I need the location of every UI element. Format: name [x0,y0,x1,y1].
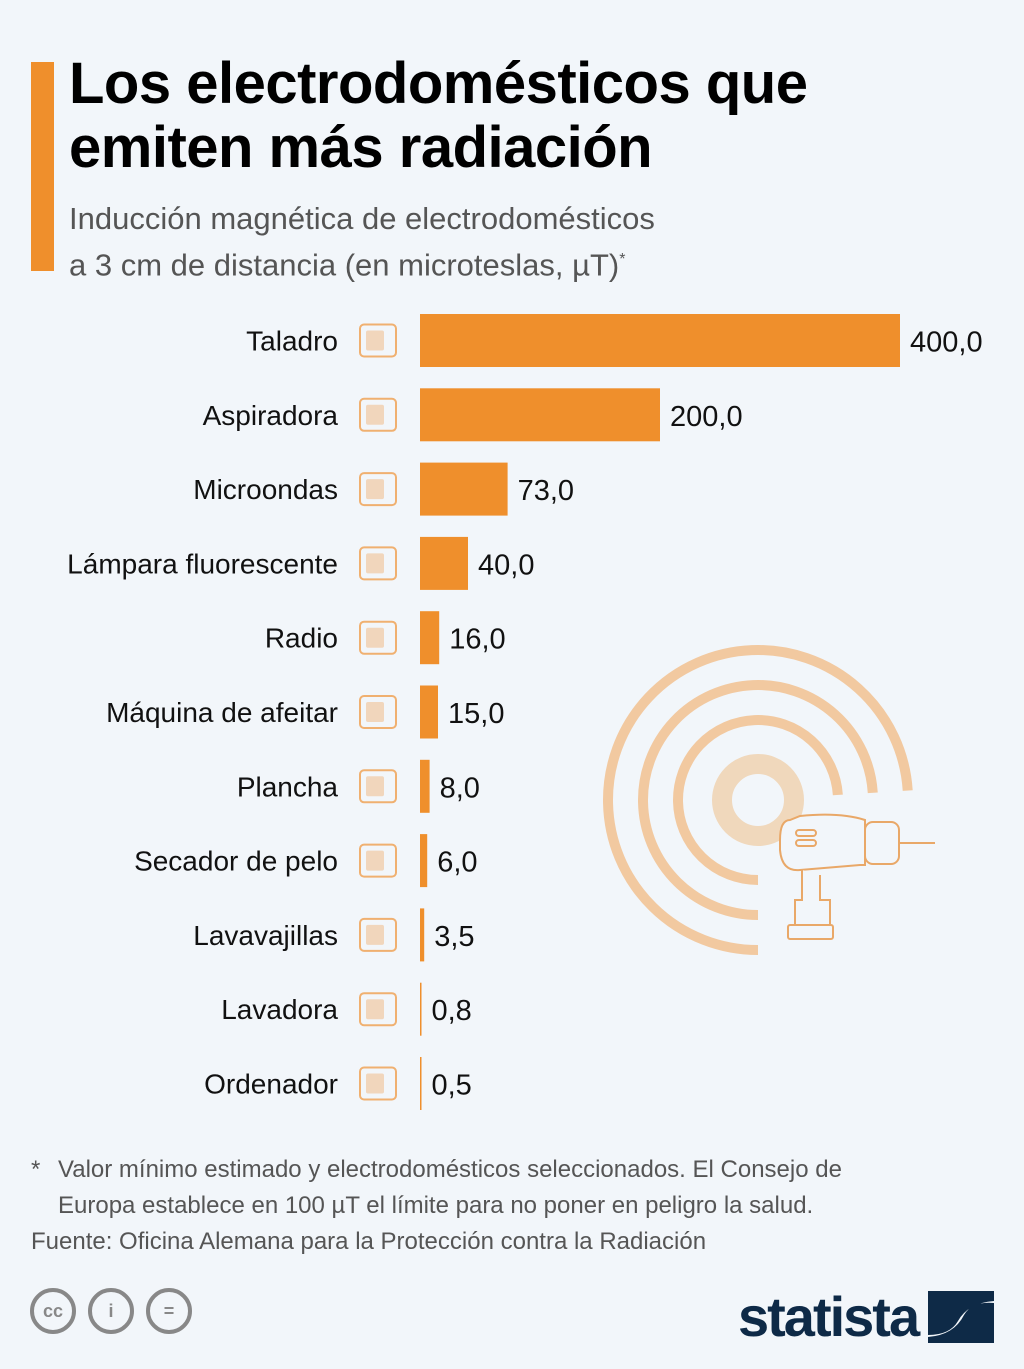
bar [420,685,438,739]
large-drill-icon [779,813,935,940]
radiation-wave-arc [603,645,913,955]
bar [420,1057,422,1110]
bar [420,759,430,813]
value-label: 400,0 [910,327,983,359]
radio-icon [359,620,397,655]
bar [420,908,425,962]
radiation-center-ring [712,754,804,846]
category-label: Taladro [246,326,338,357]
category-label: Microondas [193,474,338,505]
value-label: 8,0 [440,772,480,804]
statista-logo[interactable]: statista [738,1284,995,1349]
footnote-line-2: Europa establece en 100 µT el límite par… [58,1192,814,1219]
bar [420,982,422,1036]
microwave-icon [359,472,397,507]
shaver-icon [359,695,397,729]
radiation-wave-arc [673,715,843,885]
source-note: Fuente: Oficina Alemana para la Protecci… [31,1228,707,1255]
no-derivatives-icon[interactable]: = [146,1288,192,1334]
bar [420,314,900,367]
chart-title: Los electrodomésticos que emiten más rad… [69,51,808,180]
subtitle-line-1: Inducción magnética de electrodomésticos [69,201,655,236]
footnote-line-1: Valor mínimo estimado y electrodoméstico… [58,1156,842,1183]
category-label: Máquina de afeitar [106,697,338,728]
radiation-drill-illustration [603,645,935,955]
laptop-icon [359,1066,397,1101]
value-label: 40,0 [478,549,534,581]
category-label: Ordenador [204,1069,338,1100]
creative-commons-icon[interactable]: cc [30,1288,76,1334]
value-label: 3,5 [434,921,474,953]
category-label: Plancha [237,771,339,802]
value-label: 0,8 [432,995,472,1027]
category-label: Lámpara fluorescente [67,548,338,579]
bar [420,536,468,590]
fluorescent-lamp-icon [359,546,397,581]
value-label: 200,0 [670,401,743,433]
footnote-asterisk: * [31,1156,41,1183]
iron-icon [359,769,397,804]
bar [420,462,508,516]
bar [420,611,440,665]
drill-icon [359,323,397,358]
value-label: 0,5 [432,1070,472,1102]
bar [420,834,428,888]
attribution-icon[interactable]: i [88,1288,134,1334]
subtitle-asterisk: * [619,251,626,268]
radiation-wave-arc [638,680,878,920]
category-label: Aspiradora [203,400,339,431]
category-label: Radio [265,623,338,654]
vacuum-cleaner-icon [359,397,397,432]
footnote: * Valor mínimo estimado y electrodomésti… [31,1152,842,1260]
title-accent-bar [31,62,54,271]
license-icons: cc i = [30,1288,192,1334]
category-label: Secador de pelo [134,846,338,877]
value-label: 16,0 [449,624,505,656]
hair-dryer-icon [359,843,397,878]
value-label: 73,0 [518,475,574,507]
dishwasher-icon [359,917,397,952]
value-label: 15,0 [448,698,504,730]
statista-logo-mark-icon [928,1290,995,1343]
bar [420,388,660,442]
subtitle-line-2: a 3 cm de distancia (en microteslas, µT) [69,247,620,283]
chart-subtitle: Inducción magnética de electrodomésticos… [69,198,869,285]
statista-logo-text: statista [738,1285,920,1348]
bar-chart: Taladro 400,0 Aspiradora 200,0 Microondas 73,… [67,314,983,1110]
category-label: Lavavajillas [193,920,338,951]
category-label: Lavadora [221,994,338,1025]
value-label: 6,0 [437,847,477,879]
washing-machine-icon [359,992,397,1027]
